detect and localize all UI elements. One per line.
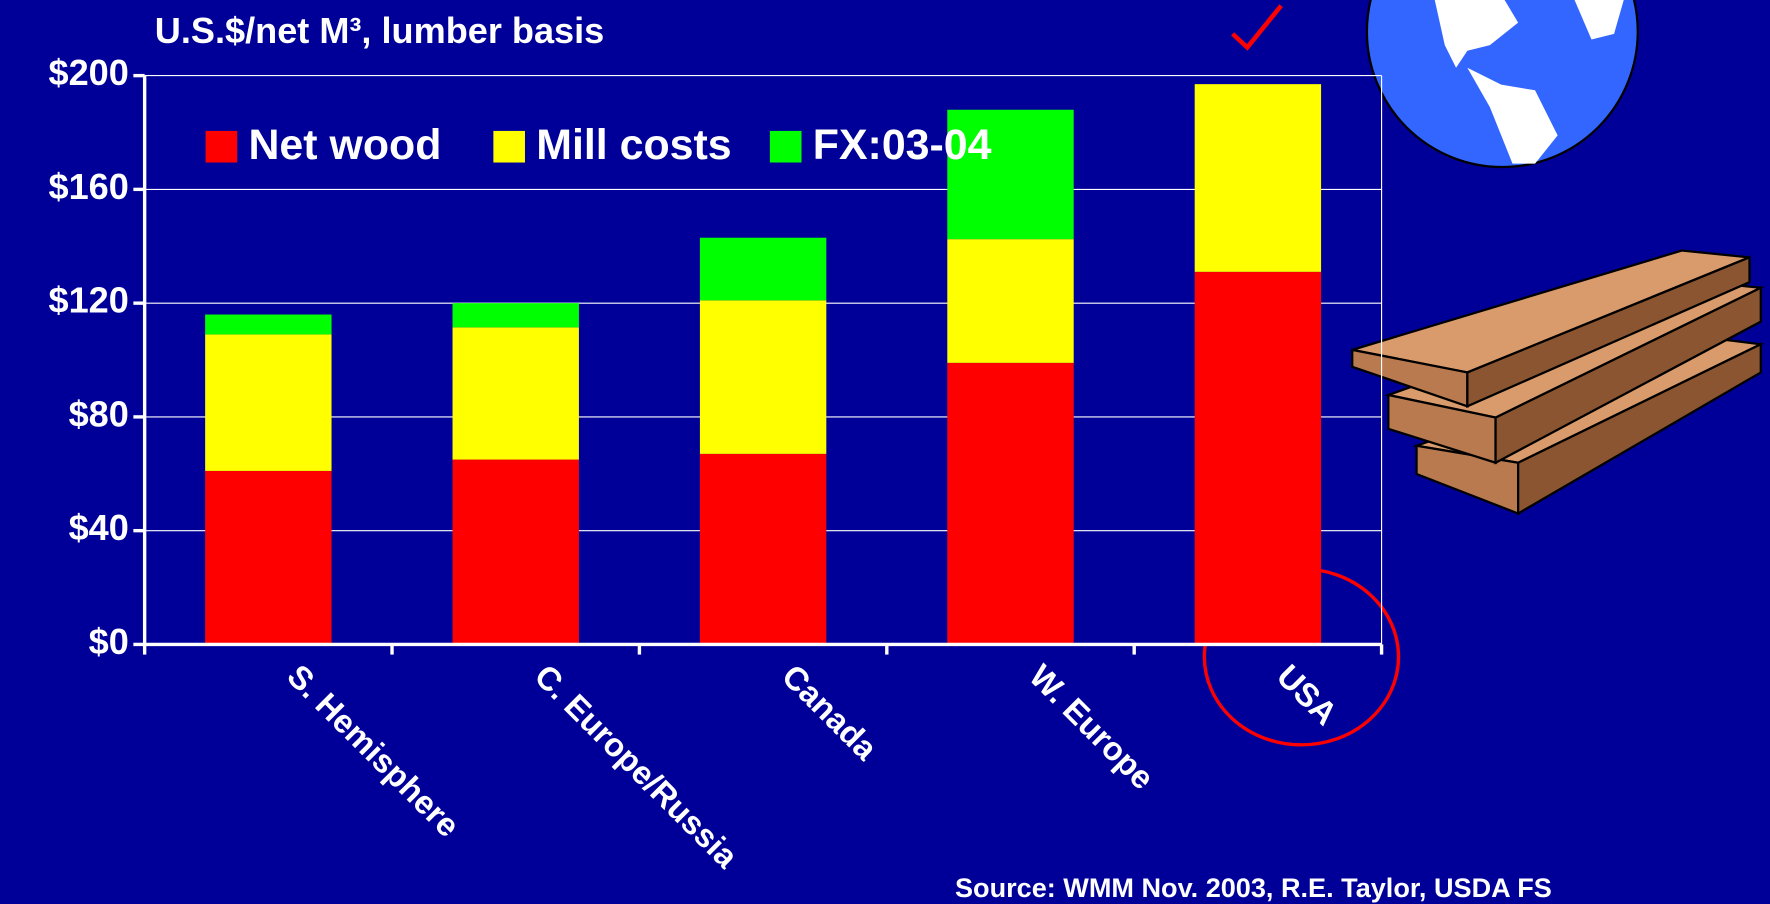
- legend-swatch: [769, 130, 802, 163]
- legend-label: Net wood: [248, 121, 441, 169]
- bar-segment: [205, 470, 332, 645]
- bar-segment: [947, 109, 1074, 240]
- y-tick-label: $160: [49, 166, 129, 207]
- y-tick-label: $40: [69, 507, 129, 548]
- bar-segment: [699, 300, 827, 454]
- lumber-icon: [1351, 249, 1765, 516]
- globe-icon: [1365, 0, 1639, 169]
- legend-swatch: [493, 130, 525, 163]
- y-tick-label: $0: [89, 621, 129, 662]
- bar-segment: [1194, 271, 1322, 645]
- bar-segment: [699, 453, 827, 645]
- source-note: Source: WMM Nov. 2003, R.E. Taylor, USDA…: [955, 872, 1552, 903]
- bar-segment: [699, 237, 827, 301]
- bar-segment: [452, 303, 579, 328]
- y-tick-label: $120: [49, 280, 129, 321]
- legend-label: FX:03-04: [813, 121, 992, 169]
- legend-swatch: [205, 130, 238, 163]
- chart-title: U.S.$/net M³, lumber basis: [155, 10, 604, 51]
- bar-segment: [205, 334, 332, 471]
- bar-segment: [205, 314, 332, 335]
- bar-segment: [947, 239, 1074, 363]
- bar-segment: [1194, 84, 1322, 272]
- check-mark: [1231, 4, 1283, 51]
- bar-segment: [452, 459, 579, 645]
- y-tick-label: $80: [69, 393, 129, 434]
- bar-segment: [947, 362, 1074, 645]
- bar-segment: [452, 327, 579, 460]
- legend-label: Mill costs: [536, 121, 731, 169]
- y-tick-label: $200: [49, 52, 129, 93]
